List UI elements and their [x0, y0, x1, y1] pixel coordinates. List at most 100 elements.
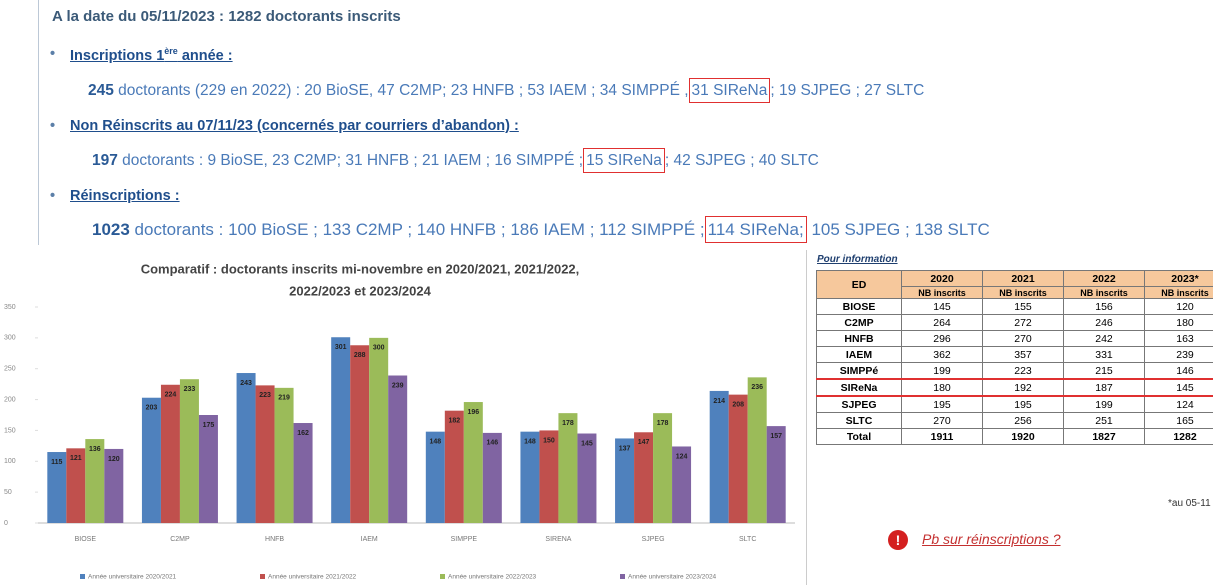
- table-cell: 239: [1145, 347, 1213, 363]
- legend-swatch: [260, 574, 265, 579]
- legend-label: Année universitaire 2023/2024: [628, 574, 717, 581]
- bar: [350, 345, 369, 523]
- text: doctorants (229 en 2022) : 20 BioSE, 47 …: [114, 82, 689, 99]
- data-label: 147: [638, 439, 650, 446]
- boxed-text: 114 SIReNa;: [705, 216, 807, 243]
- table-cell: 187: [1064, 379, 1145, 396]
- y-tick-label: 100: [4, 458, 16, 465]
- bar: [331, 337, 350, 523]
- heading-text: Inscriptions 1: [70, 48, 164, 64]
- data-label: 120: [108, 456, 120, 463]
- table-cell: SIMPPé: [817, 363, 902, 380]
- table-cell: 251: [1064, 413, 1145, 429]
- column-header: 2023*: [1145, 271, 1213, 287]
- bar: [748, 377, 767, 523]
- text: doctorants : 100 BioSE ; 133 C2MP ; 140 …: [130, 220, 705, 239]
- table-cell: 1827: [1064, 429, 1145, 445]
- data-label: 162: [297, 430, 309, 437]
- count: 197: [92, 152, 118, 169]
- data-label: 288: [354, 352, 366, 359]
- table-row: IAEM362357331239: [817, 347, 1213, 363]
- table-cell: 242: [1064, 331, 1145, 347]
- table-cell: HNFB: [817, 331, 902, 347]
- table-row: BIOSE145155156120: [817, 299, 1213, 315]
- rule: [38, 0, 39, 245]
- legend-swatch: [440, 574, 445, 579]
- data-label: 301: [335, 344, 347, 351]
- divider: [806, 250, 807, 585]
- table-cell: 145: [1145, 379, 1213, 396]
- bar: [729, 395, 748, 523]
- bar: [388, 376, 407, 523]
- table-cell: 357: [983, 347, 1064, 363]
- legend-label: Année universitaire 2020/2021: [88, 574, 177, 581]
- header: A la date du 05/11/2023 : 1282 doctorant…: [52, 8, 401, 25]
- data-label: 121: [70, 455, 82, 462]
- data-label: 157: [770, 433, 782, 440]
- table-cell: Total: [817, 429, 902, 445]
- section-line: 197 doctorants : 9 BioSE, 23 C2MP; 31 HN…: [92, 152, 819, 170]
- table-cell: 195: [902, 396, 983, 413]
- table-cell: SJPEG: [817, 396, 902, 413]
- data-label: 203: [146, 405, 158, 412]
- x-tick-label: HNFB: [265, 536, 284, 543]
- table-cell: 195: [983, 396, 1064, 413]
- header-row: ED2020202120222023*: [817, 271, 1213, 287]
- count: 1023: [92, 220, 130, 239]
- data-label: 239: [392, 382, 404, 389]
- chart-subtitle: 2022/2023 et 2023/2024: [289, 283, 431, 298]
- table-cell: 145: [902, 299, 983, 315]
- y-tick-label: 0: [4, 520, 8, 527]
- y-tick-label: 250: [4, 366, 16, 373]
- y-tick-label: 300: [4, 335, 16, 342]
- table-caption: Pour information: [817, 254, 898, 265]
- table-cell: IAEM: [817, 347, 902, 363]
- table-cell: 362: [902, 347, 983, 363]
- table-cell: 223: [983, 363, 1064, 380]
- y-tick-label: 50: [4, 489, 12, 496]
- table-cell: 270: [983, 331, 1064, 347]
- x-tick-label: SIMPPE: [451, 536, 478, 543]
- data-label: 150: [543, 437, 555, 444]
- heading-text: Réinscriptions :: [70, 188, 180, 204]
- section-heading: Inscriptions 1ère année :: [70, 46, 233, 64]
- legend-swatch: [80, 574, 85, 579]
- table-row: SIReNa180192187145: [817, 379, 1213, 396]
- data-label: 208: [732, 401, 744, 408]
- count: 245: [88, 82, 114, 99]
- legend-label: Année universitaire 2021/2022: [268, 574, 357, 581]
- data-label: 148: [429, 439, 441, 446]
- table-cell: 270: [902, 413, 983, 429]
- table-cell: 1920: [983, 429, 1064, 445]
- table-cell: 156: [1064, 299, 1145, 315]
- data-label: 214: [713, 398, 725, 405]
- table-cell: BIOSE: [817, 299, 902, 315]
- table-cell: 1911: [902, 429, 983, 445]
- legend-swatch: [620, 574, 625, 579]
- bar: [237, 373, 256, 523]
- table-cell: SIReNa: [817, 379, 902, 396]
- data-label: 145: [581, 440, 593, 447]
- x-tick-label: BIOSE: [75, 536, 97, 543]
- bar: [710, 391, 729, 523]
- table-cell: 163: [1145, 331, 1213, 347]
- table-cell: 256: [983, 413, 1064, 429]
- bar: [180, 379, 199, 523]
- bar: [464, 402, 483, 523]
- data-label: 182: [448, 418, 460, 425]
- x-tick-label: SLTC: [739, 536, 756, 543]
- table-cell: 246: [1064, 315, 1145, 331]
- column-header: ED: [817, 271, 902, 299]
- bar: [558, 413, 577, 523]
- data-label: 243: [240, 380, 252, 387]
- table-row: Total1911192018271282: [817, 429, 1213, 445]
- text: doctorants : 9 BioSE, 23 C2MP; 31 HNFB ;…: [118, 152, 583, 169]
- table-cell: 215: [1064, 363, 1145, 380]
- data-label: 115: [51, 459, 62, 466]
- table-row: SLTC270256251165: [817, 413, 1213, 429]
- data-label: 300: [373, 345, 385, 352]
- table-cell: 296: [902, 331, 983, 347]
- boxed-text: 15 SIReNa: [583, 148, 665, 173]
- section-heading: Non Réinscrits au 07/11/23 (concernés pa…: [70, 118, 519, 134]
